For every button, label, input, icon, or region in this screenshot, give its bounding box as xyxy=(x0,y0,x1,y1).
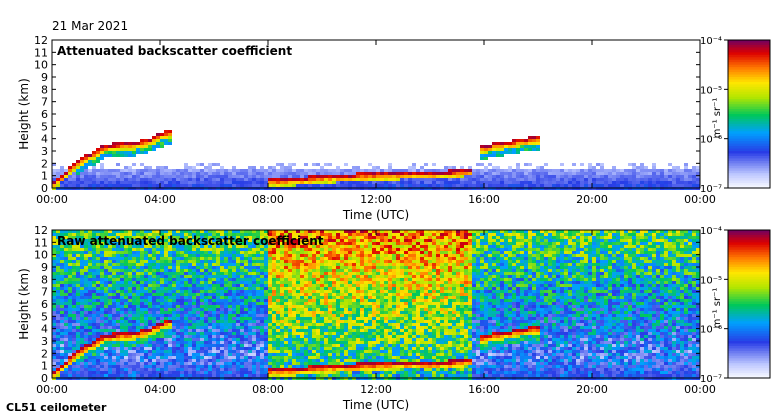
panel-title: Attenuated backscatter coefficient xyxy=(57,44,292,58)
y-tick-label: 4 xyxy=(41,133,48,146)
y-tick-label: 0 xyxy=(41,372,48,385)
y-tick-label: 2 xyxy=(41,347,48,360)
colorbar-tick-label: 10⁻⁶ xyxy=(700,325,722,336)
colorbar-tick-label: 10⁻⁷ xyxy=(700,374,722,385)
y-tick-label: 3 xyxy=(41,145,48,158)
panel-title: Raw attenuated backscatter coefficient xyxy=(57,234,324,248)
y-tick-label: 5 xyxy=(41,120,48,133)
y-tick-label: 6 xyxy=(41,298,48,311)
backscatter-field xyxy=(52,130,700,190)
y-tick-label: 6 xyxy=(41,108,48,121)
x-tick-label: 12:00 xyxy=(360,193,392,206)
panel-2: Raw attenuated backscatter coefficient01… xyxy=(17,224,771,412)
y-tick-label: 1 xyxy=(41,360,48,373)
y-tick-label: 11 xyxy=(34,46,48,59)
x-tick-label: 08:00 xyxy=(252,383,284,396)
y-tick-label: 9 xyxy=(41,261,48,274)
colorbar-tick-label: 10⁻⁷ xyxy=(700,184,722,195)
y-tick-label: 2 xyxy=(41,157,48,170)
colorbar: 10⁻⁷ 10⁻⁶ 10⁻⁵ 10⁻⁴ m⁻¹ sr⁻¹ xyxy=(700,226,771,385)
colorbar-unit: m⁻¹ sr⁻¹ xyxy=(712,288,723,329)
x-tick-label: 16:00 xyxy=(468,193,500,206)
y-tick-label: 5 xyxy=(41,310,48,323)
instrument-label: CL51 ceilometer xyxy=(6,401,107,414)
y-tick-label: 8 xyxy=(41,83,48,96)
y-tick-label: 7 xyxy=(41,286,48,299)
colorbar-tick-label: 10⁻⁵ xyxy=(700,85,722,96)
y-tick-label: 0 xyxy=(41,182,48,195)
y-tick-label: 1 xyxy=(41,170,48,183)
x-tick-label: 04:00 xyxy=(144,193,176,206)
y-tick-label: 10 xyxy=(34,249,48,262)
backscatter-field xyxy=(52,230,700,380)
x-tick-label: 00:00 xyxy=(36,383,68,396)
x-tick-label: 20:00 xyxy=(576,383,608,396)
y-tick-label: 11 xyxy=(34,236,48,249)
colorbar-tick-label: 10⁻⁵ xyxy=(700,275,722,286)
x-tick-label: 00:00 xyxy=(36,193,68,206)
x-axis-label: Time (UTC) xyxy=(342,208,409,222)
panel-1: Attenuated backscatter coefficient012345… xyxy=(17,34,771,222)
x-tick-label: 04:00 xyxy=(144,383,176,396)
date-label: 21 Mar 2021 xyxy=(52,19,129,33)
y-tick-label: 12 xyxy=(34,224,48,237)
y-tick-label: 8 xyxy=(41,273,48,286)
colorbar-tick-label: 10⁻⁴ xyxy=(700,226,722,237)
y-tick-label: 12 xyxy=(34,34,48,47)
colorbar: 10⁻⁷ 10⁻⁶ 10⁻⁵ 10⁻⁴ m⁻¹ sr⁻¹ xyxy=(700,36,771,195)
y-tick-label: 9 xyxy=(41,71,48,84)
colorbar-tick-label: 10⁻⁶ xyxy=(700,135,722,146)
x-tick-label: 16:00 xyxy=(468,383,500,396)
x-tick-label: 20:00 xyxy=(576,193,608,206)
x-tick-label: 08:00 xyxy=(252,193,284,206)
y-axis-label: Height (km) xyxy=(17,268,31,339)
y-tick-label: 4 xyxy=(41,323,48,336)
x-tick-label: 00:00 xyxy=(684,383,716,396)
y-axis-label: Height (km) xyxy=(17,78,31,149)
x-tick-label: 12:00 xyxy=(360,383,392,396)
x-axis-label: Time (UTC) xyxy=(342,398,409,412)
colorbar-unit: m⁻¹ sr⁻¹ xyxy=(712,98,723,139)
colorbar-tick-label: 10⁻⁴ xyxy=(700,36,722,47)
y-tick-label: 10 xyxy=(34,59,48,72)
x-tick-label: 00:00 xyxy=(684,193,716,206)
y-tick-label: 7 xyxy=(41,96,48,109)
y-tick-label: 3 xyxy=(41,335,48,348)
